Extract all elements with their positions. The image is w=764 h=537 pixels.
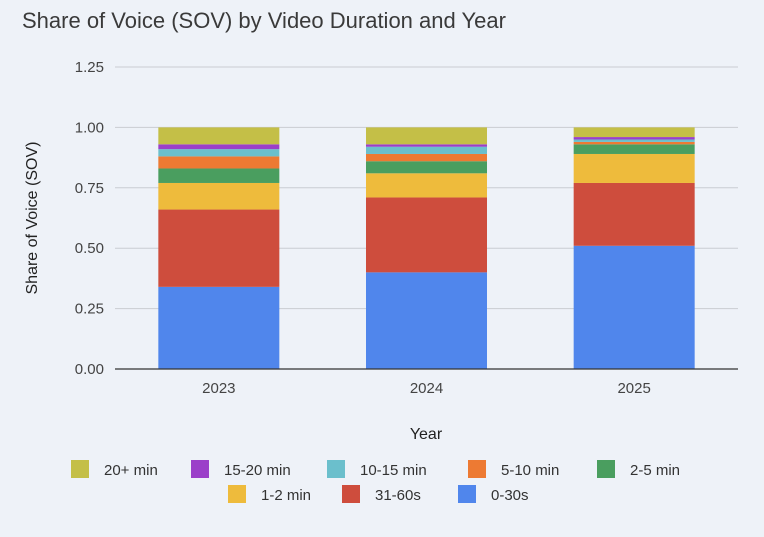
y-tick-label: 1.00 (75, 119, 104, 136)
bar-2024-31-60s (366, 197, 487, 273)
legend-swatch (342, 485, 360, 503)
bars (158, 127, 695, 369)
axes: 0.00 0.25 0.50 0.75 1.00 1.25 2023 2024 2025 (75, 59, 738, 397)
legend-label: 1-2 min (261, 487, 311, 504)
legend-swatch (228, 485, 246, 503)
y-tick-label: 0.00 (75, 361, 104, 378)
legend-swatch (71, 460, 89, 478)
bar-2024-1-2min (366, 173, 487, 198)
y-axis-title: Share of Voice (SOV) (24, 142, 41, 295)
legend-label: 10-15 min (360, 462, 427, 479)
legend-label: 31-60s (375, 487, 421, 504)
legend-label: 15-20 min (224, 462, 291, 479)
legend-label: 5-10 min (501, 462, 559, 479)
y-tick-label: 0.25 (75, 301, 104, 318)
bar-2024-5-10min (366, 153, 487, 162)
legend-swatch (327, 460, 345, 478)
legend: 20+ min 15-20 min 10-15 min 5-10 min 2-5 min… (71, 460, 680, 504)
legend-label: 2-5 min (630, 462, 680, 479)
bar-2023-2-5min (158, 168, 280, 183)
bar-2023-0-30s (158, 286, 280, 369)
legend-swatch (468, 460, 486, 478)
x-tick-label: 2025 (617, 380, 650, 397)
x-tick-label: 2024 (410, 380, 443, 397)
legend-label: 20+ min (104, 462, 158, 479)
bar-2023-31-60s (158, 209, 280, 287)
bar-2024-2-5min (366, 161, 487, 174)
bar-2023-20+min (158, 127, 280, 145)
x-tick-label: 2023 (202, 380, 235, 397)
bar-2024-0-30s (366, 272, 487, 369)
bar-2025-20+min (573, 127, 695, 138)
bar-2025-2-5min (573, 144, 695, 154)
chart-title: Share of Voice (SOV) by Video Duration a… (22, 8, 506, 33)
legend-swatch (191, 460, 209, 478)
bar-2025-1-2min (573, 153, 695, 183)
y-tick-label: 1.25 (75, 59, 104, 76)
bar-2023-15-20min (158, 144, 280, 150)
y-tick-label: 0.75 (75, 180, 104, 197)
x-axis-title: Year (410, 426, 443, 443)
bar-2025-5-10min (573, 141, 695, 145)
bar-2024-20+min (366, 127, 487, 145)
bar-2025-15-20min (573, 137, 695, 140)
bar-2023-1-2min (158, 182, 280, 210)
bar-2025-0-30s (573, 245, 695, 369)
bar-2024-10-15min (366, 146, 487, 154)
bar-2023-10-15min (158, 149, 280, 157)
legend-swatch (597, 460, 615, 478)
bar-2023-5-10min (158, 156, 280, 169)
bar-2025-10-15min (573, 139, 695, 142)
legend-swatch (458, 485, 476, 503)
bar-2025-31-60s (573, 182, 695, 246)
legend-label: 0-30s (491, 487, 529, 504)
y-tick-label: 0.50 (75, 240, 104, 257)
bar-2024-15-20min (366, 144, 487, 147)
